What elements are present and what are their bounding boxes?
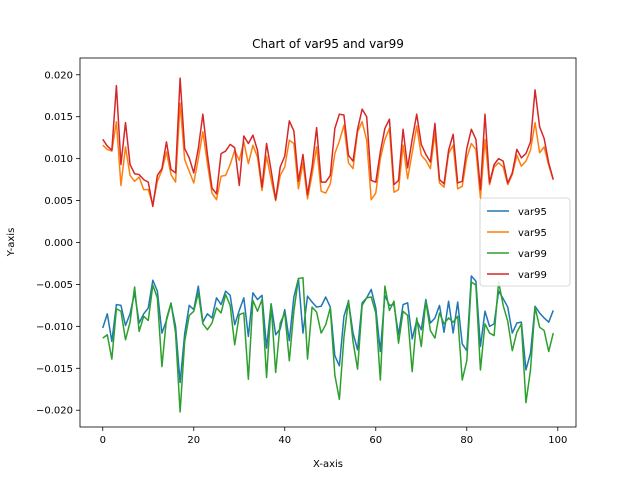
y-tick-label: 0.020	[44, 70, 73, 81]
y-tick-label: 0.010	[44, 154, 73, 165]
chart-title: Chart of var95 and var99	[252, 37, 404, 51]
plot-area	[79, 57, 577, 428]
y-axis: 0.020 0.015 0.010 0.005 0.000 −0.005 −0.010 −0.…	[36, 70, 80, 417]
y-tick-label: 0.000	[44, 238, 73, 249]
legend-label-3: var99	[518, 270, 547, 281]
x-tick-label: 0	[100, 435, 106, 446]
y-tick-label: 0.015	[44, 112, 73, 123]
x-tick-label: 80	[460, 435, 473, 446]
legend-label-1: var95	[518, 228, 547, 239]
series-line-1	[102, 102, 554, 206]
legend: var95 var95 var99 var99	[479, 197, 571, 287]
x-axis-title: X-axis	[313, 459, 343, 470]
y-tick-label: 0.005	[44, 196, 73, 207]
legend-label-2: var99	[518, 249, 547, 260]
y-tick-label: −0.010	[36, 322, 73, 333]
x-tick-label: 40	[278, 435, 291, 446]
series-layer	[102, 77, 554, 413]
x-tick-label: 20	[187, 435, 200, 446]
y-tick-label: −0.015	[36, 364, 73, 375]
x-axis: 0 20 40 60 80 100	[100, 427, 567, 446]
x-tick-label: 60	[369, 435, 382, 446]
x-tick-label: 100	[548, 435, 567, 446]
y-tick-label: −0.020	[36, 406, 73, 417]
legend-label-0: var95	[518, 207, 547, 218]
y-axis-title: Y-axis	[6, 228, 17, 258]
y-tick-label: −0.005	[36, 280, 73, 291]
series-line-2	[102, 276, 554, 413]
legend-box	[479, 197, 571, 287]
series-line-3	[102, 77, 554, 208]
